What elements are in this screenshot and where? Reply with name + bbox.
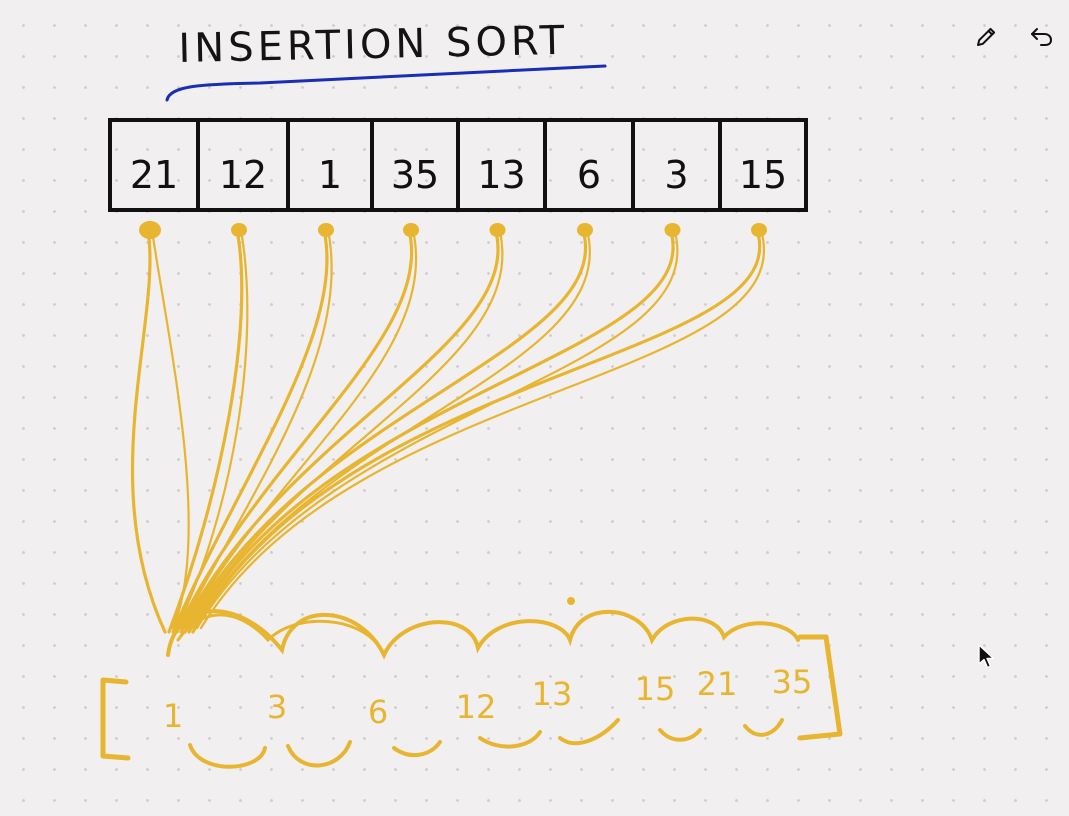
array-cell-value: 13 xyxy=(477,153,525,197)
connector-arrow xyxy=(167,228,244,634)
right-bracket xyxy=(797,634,843,741)
dot-group xyxy=(139,221,767,239)
array-cell-value: 12 xyxy=(219,153,267,197)
hop-arcs-top xyxy=(166,609,800,660)
result-list: 1 3 6 12 13 15 21 35 xyxy=(163,663,813,735)
sorted-value: 1 xyxy=(163,697,183,735)
sorted-value: 21 xyxy=(697,665,738,703)
arrow-anchor-dot xyxy=(318,223,334,237)
array-cell-value: 1 xyxy=(318,153,342,197)
title-underline xyxy=(165,64,607,102)
connector-arrow xyxy=(183,228,418,630)
sorted-value: 6 xyxy=(368,693,388,731)
connector-arrow xyxy=(199,228,765,630)
arrow-anchor-dot xyxy=(231,223,247,237)
connector-arrow xyxy=(187,228,675,634)
input-array: 21 12 1 35 13 6 3 15 xyxy=(108,118,808,212)
array-cell-value: 6 xyxy=(577,153,601,197)
sorted-value: 3 xyxy=(267,688,287,726)
sorted-value: 12 xyxy=(456,688,497,726)
connector-arrow xyxy=(191,228,762,634)
arrow-anchor-dot xyxy=(577,223,593,237)
arrow-anchor-dot xyxy=(489,223,506,237)
connector-arrow xyxy=(187,228,504,630)
connector-arrow xyxy=(130,228,167,634)
connector-arrow xyxy=(171,228,329,634)
connector-arrow xyxy=(150,228,190,630)
arrow-anchor-dot xyxy=(403,223,419,237)
connector-arrow xyxy=(183,228,587,634)
connector-arrow xyxy=(191,228,591,630)
array-cell-value: 21 xyxy=(130,153,178,197)
array-cell-value: 3 xyxy=(664,153,688,197)
sorted-value: 13 xyxy=(532,675,573,713)
arrow-anchor-dot xyxy=(664,223,681,237)
arrow-anchor-dot xyxy=(139,221,161,239)
arrow-anchor-dot xyxy=(751,223,767,237)
array-cell-value: 35 xyxy=(391,153,439,197)
sorted-value: 35 xyxy=(772,663,813,701)
stray-dot xyxy=(567,597,575,605)
mouse-cursor-icon xyxy=(978,644,995,669)
left-bracket xyxy=(100,677,131,761)
array-cell-value: 15 xyxy=(739,153,787,197)
toolbar xyxy=(969,20,1059,54)
connector-arrow xyxy=(179,228,500,634)
hop-arcs-bottom xyxy=(188,718,784,769)
arrow-group xyxy=(130,228,765,634)
sorted-value: 15 xyxy=(635,670,676,708)
undo-icon[interactable] xyxy=(1025,20,1059,54)
pencil-icon[interactable] xyxy=(969,20,1003,54)
hop-arcs-top-2 xyxy=(176,613,382,650)
connector-arrow xyxy=(175,228,414,634)
